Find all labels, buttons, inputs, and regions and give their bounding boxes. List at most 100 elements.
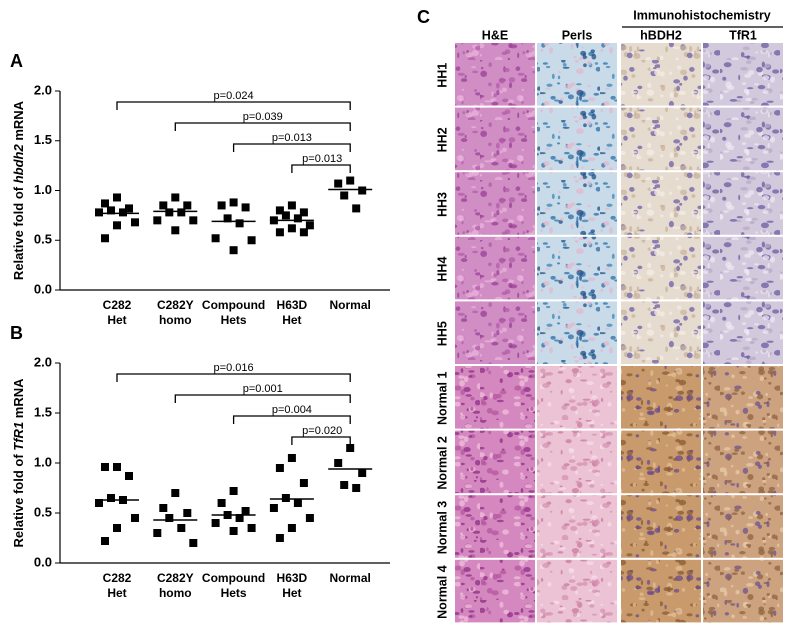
histology-image [537, 107, 617, 171]
x-tick-label: homo [159, 313, 192, 327]
data-point [287, 224, 296, 233]
histology-image [703, 236, 783, 300]
x-tick-label: C282Y [157, 571, 194, 585]
data-point [293, 499, 302, 507]
p-value: p=0.013 [302, 153, 342, 165]
data-point [241, 507, 250, 515]
row-label: Normal 1 [435, 372, 449, 426]
p-value: p=0.020 [302, 425, 342, 437]
x-tick-label: H63D [277, 298, 308, 312]
panel-label: C [417, 7, 430, 27]
y-axis-label: Relative fold of TfR1 mRNA [11, 378, 26, 548]
data-point [223, 214, 232, 223]
histology-image [703, 430, 783, 494]
data-point [189, 216, 198, 225]
x-tick-label: Het [107, 313, 126, 327]
data-point [189, 539, 198, 547]
data-point [171, 226, 180, 235]
histology-image [537, 495, 617, 558]
y-tick-label: 0.5 [34, 504, 52, 519]
x-tick-label: Normal [330, 298, 371, 312]
data-point [107, 206, 115, 215]
data-point [217, 201, 226, 210]
column-header: Perls [562, 28, 593, 42]
data-point [131, 218, 139, 227]
data-point [299, 228, 308, 237]
data-point [334, 179, 343, 188]
row-label: HH5 [435, 321, 449, 346]
data-point [171, 193, 180, 202]
data-point [101, 199, 109, 208]
histology-image [455, 366, 535, 429]
y-tick-label: 0.5 [34, 232, 52, 247]
histology-image [537, 559, 617, 623]
x-tick-label: Compound [202, 571, 265, 585]
histology-image [455, 430, 535, 494]
y-tick-label: 1.0 [34, 454, 52, 469]
x-tick-label: C282 [103, 298, 132, 312]
data-point [299, 208, 308, 217]
histology-image [537, 172, 617, 235]
data-point [95, 499, 103, 507]
data-point [346, 444, 355, 452]
x-tick-label: C282 [103, 571, 132, 585]
data-point [352, 204, 361, 213]
y-tick-label: 2.0 [34, 82, 52, 97]
p-value: p=0.039 [243, 111, 283, 123]
data-point [247, 524, 256, 532]
row-label: Normal 3 [435, 501, 449, 555]
comparison-bracket [291, 436, 351, 445]
data-point [101, 234, 109, 243]
row-label: Normal 2 [435, 436, 449, 490]
histology-image [455, 236, 535, 300]
histology-image [621, 301, 701, 364]
data-point [334, 459, 343, 467]
histology-image [621, 495, 701, 558]
y-tick-label: 1.5 [34, 404, 52, 419]
histology-image [621, 172, 701, 235]
data-point [101, 463, 109, 471]
y-label-part: Relative fold of [11, 183, 26, 280]
data-point [183, 509, 192, 517]
data-point [119, 208, 127, 217]
y-label-part: mRNA [11, 100, 26, 144]
data-point [183, 201, 192, 210]
data-point [358, 469, 367, 477]
group-header: Immunohistochemistry [633, 8, 771, 22]
data-point [269, 504, 278, 512]
data-point [211, 234, 220, 243]
data-point [159, 201, 168, 210]
data-point [275, 464, 284, 472]
row-label: HH3 [435, 192, 449, 217]
data-point [107, 494, 115, 502]
data-point [153, 529, 162, 537]
data-point [211, 519, 220, 527]
comparison-bracket [174, 122, 351, 131]
p-value: p=0.024 [214, 90, 254, 102]
data-point [165, 514, 174, 522]
x-tick-label: Compound [202, 298, 265, 312]
data-point [171, 489, 180, 497]
data-point [346, 176, 355, 185]
histology-image [537, 236, 617, 300]
y-axis-label: Relative fold of hbdh2 mRNA [11, 100, 26, 280]
histology-image [703, 559, 783, 623]
data-point [352, 484, 361, 492]
x-tick-label: Normal [330, 571, 371, 585]
x-tick-label: C282Y [157, 298, 194, 312]
histology-image [621, 366, 701, 429]
y-tick-label: 0.0 [34, 554, 52, 569]
row-label: HH1 [435, 63, 449, 88]
y-tick-label: 2.0 [34, 354, 52, 369]
data-point [113, 221, 121, 230]
data-point [217, 499, 226, 507]
row-label: Normal 4 [435, 565, 449, 619]
data-point [101, 537, 109, 545]
data-point [165, 208, 174, 217]
histology-image [703, 107, 783, 171]
y-tick-label: 0.0 [34, 281, 52, 296]
data-point [275, 228, 284, 237]
histology-image [455, 301, 535, 364]
data-point [177, 208, 186, 217]
